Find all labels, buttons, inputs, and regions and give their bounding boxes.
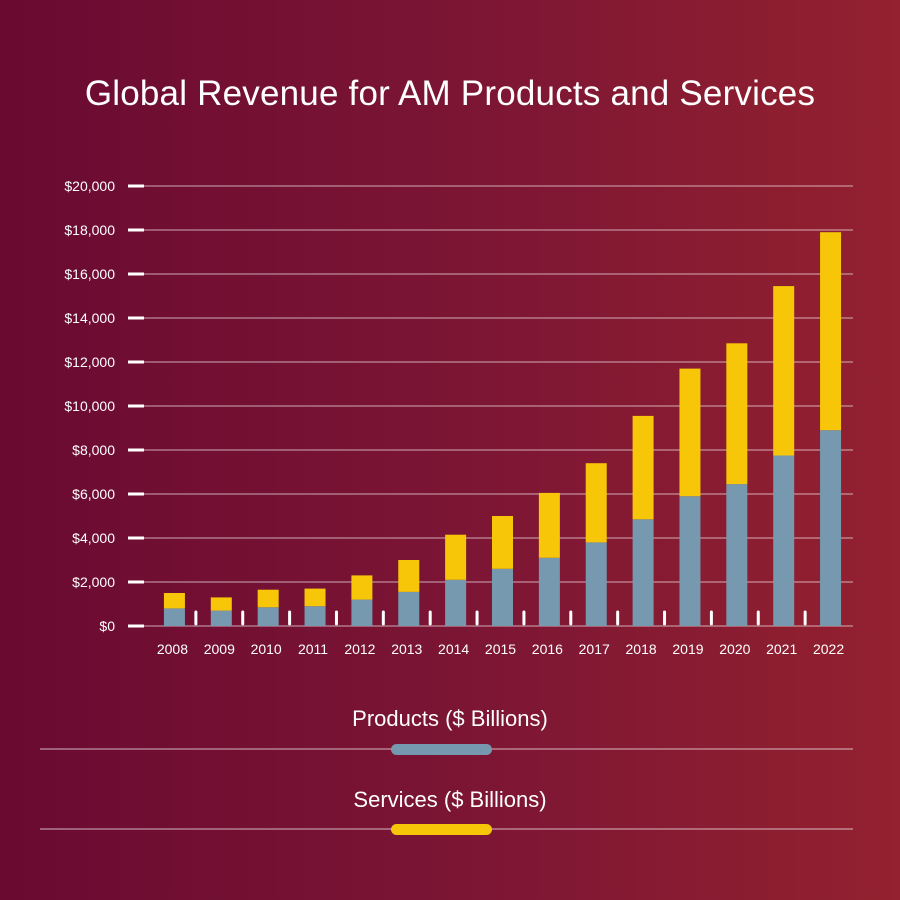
- x-axis-ticks: 2008 2009 2010 2011 2012 2013 2014 2015 2016 2017…: [157, 610, 844, 657]
- stacked-bar-chart: $0 $2,000 $4,000 $6,000 $8,000 $10,000 $12,000…: [64, 178, 853, 657]
- x-tick-label: 2010: [251, 641, 282, 657]
- bar-products-2020: [726, 484, 748, 626]
- bar-services-2019: [679, 368, 701, 497]
- x-tick-label: 2021: [766, 641, 797, 657]
- y-tick-label: $8,000: [72, 442, 115, 458]
- y-tick-label: $20,000: [64, 178, 115, 194]
- x-tick-label: 2013: [391, 641, 422, 657]
- bars: [163, 232, 842, 626]
- legend-services-swatch: [391, 824, 492, 835]
- x-tick-label: 2009: [204, 641, 235, 657]
- legend-products-label: Products ($ Billions): [352, 706, 548, 731]
- bar-services-2015: [492, 516, 513, 569]
- bar-services-2013: [398, 560, 420, 592]
- x-tick-label: 2015: [485, 641, 516, 657]
- bar-services-2011: [304, 588, 326, 607]
- bar-services-2014: [445, 534, 467, 580]
- x-tick-label: 2019: [672, 641, 703, 657]
- x-tick-label: 2017: [579, 641, 610, 657]
- bar-products-2017: [585, 542, 607, 626]
- x-tick-label: 2016: [532, 641, 563, 657]
- bar-services-2010: [257, 589, 279, 608]
- bar-products-2009: [210, 610, 232, 626]
- bar-services-2017: [585, 463, 607, 543]
- x-tick-label: 2008: [157, 641, 188, 657]
- y-tick-label: $14,000: [64, 310, 115, 326]
- bar-services-2016: [538, 492, 560, 558]
- bar-products-2016: [538, 557, 560, 626]
- legend-products-swatch: [391, 744, 492, 755]
- bar-products-2015: [492, 568, 513, 626]
- bar-products-2014: [445, 579, 467, 626]
- bar-products-2022: [820, 430, 842, 626]
- gridlines: [128, 185, 853, 627]
- bar-services-2009: [210, 597, 232, 611]
- y-tick-label: $18,000: [64, 222, 115, 238]
- bar-products-2013: [398, 591, 420, 626]
- bar-products-2011: [304, 606, 326, 626]
- y-tick-label: $2,000: [72, 574, 115, 590]
- chart-title: Global Revenue for AM Products and Servi…: [84, 74, 816, 113]
- legend-services-label: Services ($ Billions): [353, 787, 547, 812]
- bar-services-2012: [351, 575, 373, 600]
- x-tick-label: 2011: [298, 641, 328, 657]
- y-tick-label: $16,000: [64, 266, 115, 282]
- bar-services-2022: [820, 232, 842, 431]
- bar-services-2020: [726, 343, 748, 485]
- bar-products-2012: [351, 599, 373, 626]
- y-tick-label: $6,000: [72, 486, 115, 502]
- bar-products-2019: [679, 496, 701, 626]
- x-tick-label: 2022: [813, 641, 844, 657]
- bar-products-2010: [257, 607, 279, 626]
- y-tick-label: $10,000: [64, 398, 115, 414]
- x-tick-label: 2012: [344, 641, 375, 657]
- y-axis-ticks: $0 $2,000 $4,000 $6,000 $8,000 $10,000 $12,000…: [64, 178, 144, 634]
- bar-services-2018: [632, 415, 654, 520]
- y-tick-label: $12,000: [64, 354, 115, 370]
- y-tick-label: $4,000: [72, 530, 115, 546]
- x-tick-label: 2020: [719, 641, 750, 657]
- x-tick-label: 2014: [438, 641, 469, 657]
- x-tick-label: 2018: [626, 641, 657, 657]
- bar-products-2008: [163, 608, 185, 626]
- bar-services-2008: [163, 593, 185, 609]
- y-tick-label: $0: [99, 618, 115, 634]
- bar-products-2021: [773, 455, 795, 626]
- bar-services-2021: [773, 286, 795, 456]
- bar-products-2018: [632, 519, 654, 626]
